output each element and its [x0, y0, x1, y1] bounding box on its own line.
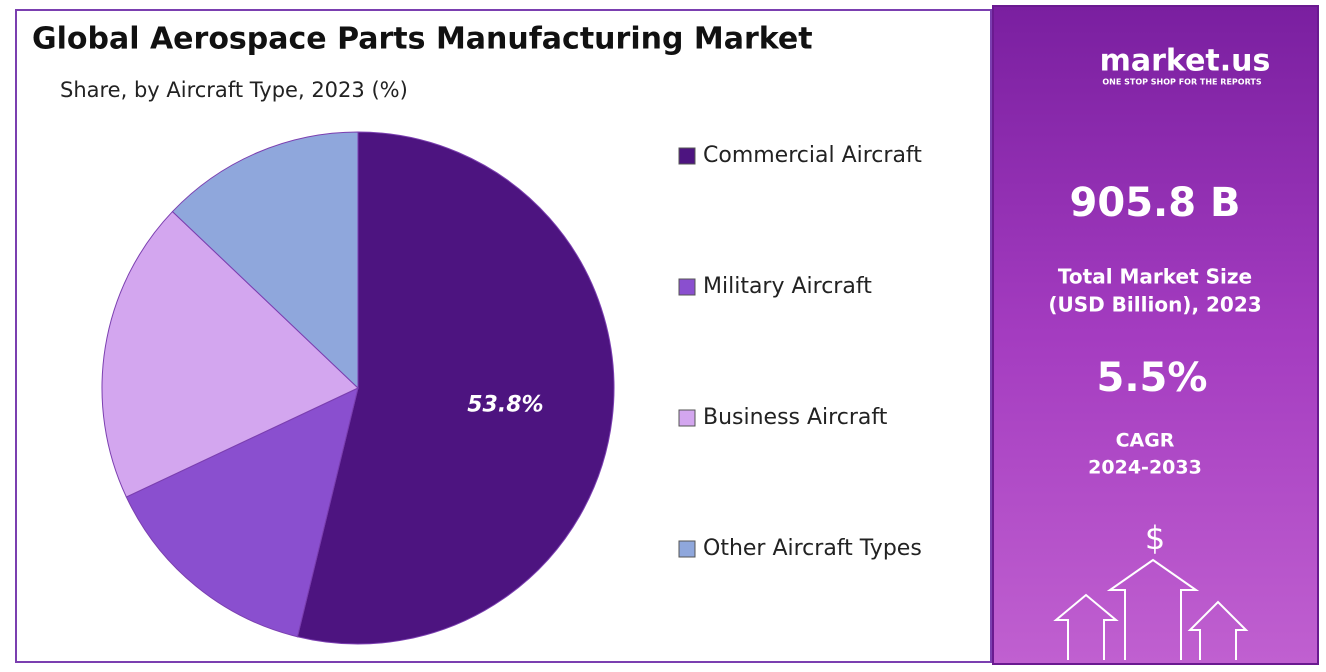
- pie-slice: [125, 387, 359, 638]
- legend-swatch: [678, 147, 696, 165]
- pie-slice: [171, 131, 359, 390]
- legend-label: Business Aircraft: [703, 405, 888, 430]
- legend-label: Military Aircraft: [703, 274, 872, 299]
- pie-slice: [101, 210, 359, 498]
- market-size-label: Total Market Size: [1058, 265, 1252, 289]
- dollar-icon: $: [1145, 519, 1165, 557]
- tagline: ONE STOP SHOP FOR THE REPORTS: [1102, 78, 1261, 87]
- data-label: 53.8%: [467, 393, 543, 418]
- market-size: 905.8 B: [1070, 180, 1241, 226]
- panel-text: market.us ONE STOP SHOP FOR THE REPORTS …: [1048, 44, 1270, 558]
- legend-swatch: [678, 278, 696, 296]
- chart-subtitle: Share, by Aircraft Type, 2023 (%): [60, 78, 408, 102]
- legend-label: Other Aircraft Types: [703, 536, 922, 561]
- cagr: 5.5%: [1097, 355, 1208, 401]
- pie: 53.8%: [101, 131, 615, 645]
- pie-slice: [296, 131, 615, 645]
- legend-swatch: [678, 409, 696, 427]
- legend: Commercial Aircraft Military Aircraft Busi…: [678, 143, 922, 561]
- chart-title: Global Aerospace Parts Manufacturing Mar…: [32, 22, 813, 57]
- market-size-label: (USD Billion), 2023: [1048, 293, 1261, 317]
- legend-swatch: [678, 540, 696, 558]
- arrows: [1053, 558, 1249, 660]
- cagr-label: 2024-2033: [1088, 457, 1202, 479]
- legend-label: Commercial Aircraft: [703, 143, 922, 168]
- info-panel: [992, 5, 1319, 665]
- logo: market.us: [1100, 44, 1271, 79]
- cagr-label: CAGR: [1116, 430, 1175, 452]
